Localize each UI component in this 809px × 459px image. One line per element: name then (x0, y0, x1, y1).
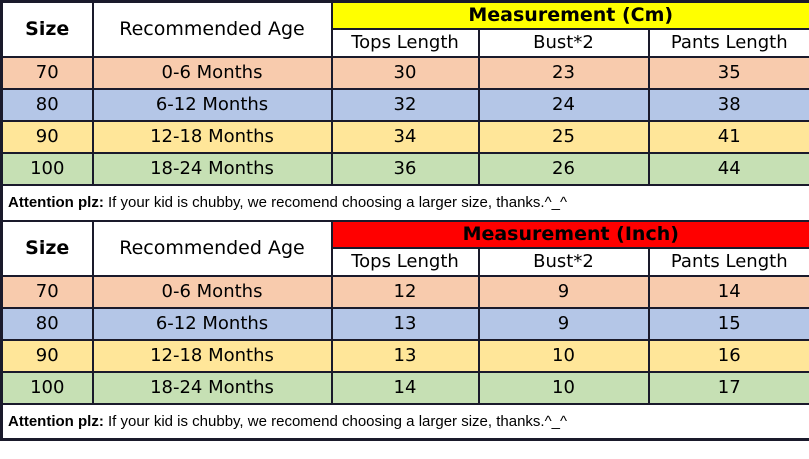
cm-row-size-70: 70 0-6 Months 30 23 35 (0, 55, 809, 90)
size-cell: 80 (0, 306, 94, 341)
inch-row-size-70: 70 0-6 Months 12 9 14 (0, 274, 809, 309)
cm-row-size-100: 100 18-24 Months 36 26 44 (0, 151, 809, 186)
cm-pants-length-header: Pants Length (647, 27, 809, 58)
bust-cell: 26 (477, 151, 650, 186)
age-cell: 12-18 Months (91, 338, 333, 373)
inch-row-size-90: 90 12-18 Months 13 10 16 (0, 338, 809, 373)
bust-cell: 24 (477, 87, 650, 122)
size-cell: 90 (0, 119, 94, 154)
size-cell: 80 (0, 87, 94, 122)
age-cell: 6-12 Months (91, 87, 333, 122)
cm-row-size-90: 90 12-18 Months 34 25 41 (0, 119, 809, 154)
tops-length-cell: 13 (330, 306, 480, 341)
size-cell: 70 (0, 274, 94, 309)
cm-attention-note: Attention plz: If your kid is chubby, we… (0, 183, 809, 222)
tops-length-cell: 34 (330, 119, 480, 154)
pants-length-cell: 16 (647, 338, 809, 373)
size-cell: 90 (0, 338, 94, 373)
pants-length-cell: 44 (647, 151, 809, 186)
inch-row-size-80: 80 6-12 Months 13 9 15 (0, 306, 809, 341)
tops-length-cell: 36 (330, 151, 480, 186)
tops-length-cell: 12 (330, 274, 480, 309)
age-cell: 6-12 Months (91, 306, 333, 341)
pants-length-cell: 15 (647, 306, 809, 341)
cm-size-column-header: Size (0, 0, 94, 58)
size-cell: 70 (0, 55, 94, 90)
bust-cell: 9 (477, 306, 650, 341)
tops-length-cell: 32 (330, 87, 480, 122)
size-cell: 100 (0, 370, 94, 405)
inch-table-title: Measurement (Inch) (330, 219, 809, 249)
bust-cell: 23 (477, 55, 650, 90)
inch-size-column-header: Size (0, 219, 94, 277)
tops-length-cell: 30 (330, 55, 480, 90)
inch-bust-header: Bust*2 (477, 246, 650, 277)
attention-note-label: Attention plz: (8, 412, 104, 430)
inch-pants-length-header: Pants Length (647, 246, 809, 277)
age-cell: 18-24 Months (91, 370, 333, 405)
pants-length-cell: 17 (647, 370, 809, 405)
pants-length-cell: 38 (647, 87, 809, 122)
tops-length-cell: 14 (330, 370, 480, 405)
age-cell: 0-6 Months (91, 55, 333, 90)
inch-age-column-header: Recommended Age (91, 219, 333, 277)
pants-length-cell: 14 (647, 274, 809, 309)
age-cell: 18-24 Months (91, 151, 333, 186)
bust-cell: 25 (477, 119, 650, 154)
bust-cell: 9 (477, 274, 650, 309)
cm-tops-length-header: Tops Length (330, 27, 480, 58)
tops-length-cell: 13 (330, 338, 480, 373)
cm-row-size-80: 80 6-12 Months 32 24 38 (0, 87, 809, 122)
inch-attention-note: Attention plz: If your kid is chubby, we… (0, 402, 809, 441)
inch-tops-length-header: Tops Length (330, 246, 480, 277)
cm-age-column-header: Recommended Age (91, 0, 333, 58)
pants-length-cell: 41 (647, 119, 809, 154)
inch-row-size-100: 100 18-24 Months 14 10 17 (0, 370, 809, 405)
bust-cell: 10 (477, 370, 650, 405)
size-chart-table: Size Recommended Age Measurement (Cm) To… (0, 0, 809, 441)
cm-table-title: Measurement (Cm) (330, 0, 809, 30)
size-cell: 100 (0, 151, 94, 186)
pants-length-cell: 35 (647, 55, 809, 90)
age-cell: 12-18 Months (91, 119, 333, 154)
attention-note-text: If your kid is chubby, we recomend choos… (103, 412, 568, 430)
cm-bust-header: Bust*2 (477, 27, 650, 58)
bust-cell: 10 (477, 338, 650, 373)
attention-note-label: Attention plz: (8, 194, 104, 211)
attention-note-text: If your kid is chubby, we recomend choos… (103, 194, 568, 211)
age-cell: 0-6 Months (91, 274, 333, 309)
